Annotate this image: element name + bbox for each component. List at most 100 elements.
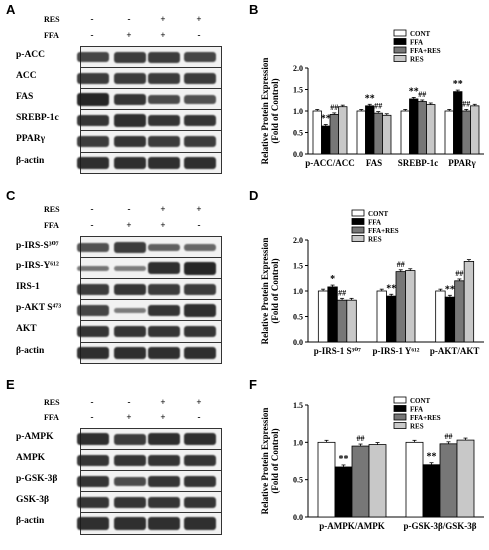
blot-band (184, 325, 216, 338)
hash-marker: ## (418, 90, 426, 99)
bar-ffa-res (461, 110, 471, 155)
blot-band (114, 156, 146, 169)
bar-res (463, 261, 475, 343)
legend-label: FFA+RES (410, 414, 441, 422)
panel-label-b: B (249, 2, 259, 17)
legend-label: CONT (410, 397, 431, 405)
blot-band (77, 114, 109, 127)
y-axis-label-unit: (Fold of Control) (270, 428, 280, 493)
bar-ffa-res (336, 299, 348, 343)
blot-band (114, 346, 146, 359)
treatment-sign: + (160, 220, 166, 230)
panel-label-d: D (249, 188, 259, 203)
treatment-label: RES (44, 15, 60, 24)
band-label: FAS (16, 92, 34, 103)
blot-strip (77, 428, 222, 451)
treatment-sign: + (160, 30, 166, 40)
treatment-sign: - (127, 204, 131, 214)
blot-band (114, 51, 146, 63)
band-label: p-ACC (16, 50, 46, 60)
blot-band (148, 284, 180, 295)
blot-band (148, 475, 180, 488)
y-tick-label: 1.0 (293, 287, 303, 296)
band-label: β-actin (16, 155, 45, 166)
blot-strip (77, 470, 222, 493)
legend-label: FFA+RES (410, 47, 441, 55)
band-label: IRS-1 (16, 282, 40, 293)
treatment-sign: + (160, 412, 166, 422)
treatment-sign: + (160, 204, 166, 214)
x-tick-label: SREBP-1c (398, 158, 439, 168)
y-tick-label: 0.0 (293, 338, 303, 347)
blot-band (148, 325, 180, 338)
treatment-sign: + (160, 14, 166, 24)
treatment-sign: - (90, 30, 94, 40)
blot-band (148, 114, 180, 127)
significance-marker: ** (409, 86, 419, 97)
bar-cont (356, 110, 366, 155)
bar-ffa (453, 91, 463, 155)
blot-band (77, 92, 109, 106)
blot-band (148, 496, 180, 509)
legend-swatch (393, 38, 407, 45)
blot-band (184, 136, 216, 148)
blot-band (77, 325, 109, 338)
legend-label: RES (368, 236, 382, 244)
band-label: ACC (16, 71, 37, 82)
blot-band (77, 346, 109, 359)
hash-marker: ## (330, 103, 338, 112)
hash-marker: ## (455, 269, 463, 278)
blot-band (77, 305, 109, 316)
blot-strip (77, 67, 222, 90)
blot-band (77, 284, 109, 295)
treatment-sign: - (197, 220, 201, 230)
blot-strip (77, 320, 222, 343)
bar-chart-f: Relative Protein Expression (Fold of Cont… (260, 396, 484, 531)
band-label: GSK-3β (16, 495, 49, 506)
y-axis-label-unit: (Fold of Control) (270, 258, 280, 323)
bar-ffa-res (454, 280, 465, 343)
legend-swatch (393, 405, 407, 412)
x-tick-label: p-ACC/ACC (305, 158, 355, 168)
legend-swatch (393, 55, 407, 62)
blot-band (114, 283, 146, 296)
bar-cont (435, 290, 446, 343)
y-tick-label: 0.5 (293, 313, 303, 322)
y-tick-label: 1.5 (293, 262, 303, 271)
treatment-sign: - (197, 412, 201, 422)
bar-res (338, 106, 348, 155)
blot-band (148, 94, 180, 105)
x-tick-label: p-GSK-3β/GSK-3β (404, 521, 477, 531)
y-tick-label: 1.5 (293, 86, 303, 95)
x-tick-label: p-AKT/AKT (430, 346, 480, 356)
blot-band (148, 454, 180, 467)
bar-cont (405, 441, 424, 518)
blot-band (184, 475, 216, 488)
significance-marker: * (330, 274, 335, 285)
y-axis-label-unit: (Fold of Control) (270, 78, 280, 143)
y-tick-label: 0.0 (293, 150, 303, 159)
bar-chart-d: Relative Protein Expression (Fold of Cont… (260, 209, 484, 356)
blot-band (184, 304, 216, 317)
blot-strip (77, 236, 222, 259)
treatment-sign: + (160, 397, 166, 407)
band-label: SREBP-1c (16, 113, 59, 124)
y-axis-label: Relative Protein Expression (260, 238, 270, 345)
treatment-sign: - (90, 412, 94, 422)
legend-swatch (393, 413, 407, 421)
bar-ffa-res (329, 114, 339, 155)
legend-swatch (351, 235, 365, 242)
y-tick-label: 0.0 (293, 513, 303, 522)
treatment-sign: - (197, 30, 201, 40)
significance-marker: ** (445, 284, 455, 295)
blot-band (184, 517, 216, 530)
panel-label-c: C (6, 188, 16, 203)
blot-strip (77, 278, 222, 301)
bar-res (470, 105, 480, 155)
blot-strip (77, 88, 222, 111)
blot-band (77, 517, 109, 530)
blot-band (114, 135, 146, 148)
blot-band (184, 114, 216, 127)
blot-band (148, 346, 180, 359)
